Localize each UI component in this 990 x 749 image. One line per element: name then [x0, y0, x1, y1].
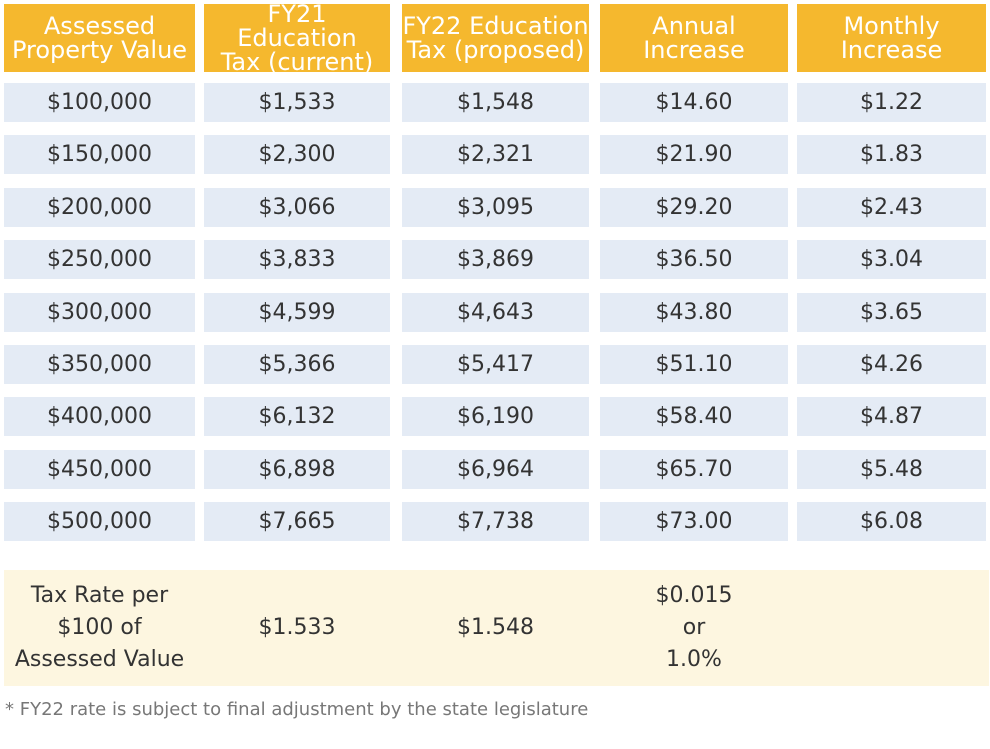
- monthly-increase-cell: $5.48: [797, 450, 986, 489]
- header-line: Increase: [840, 36, 943, 64]
- annual-increase-cell: $21.90: [600, 135, 788, 174]
- fy21-tax-cell: $4,599: [204, 293, 390, 332]
- table-row: $400,000 $6,132 $6,190 $58.40 $4.87: [4, 397, 989, 436]
- tax-rate-label-line: Tax Rate per: [30, 583, 169, 608]
- footnote: * FY22 rate is subject to final adjustme…: [5, 699, 589, 720]
- assessed-value-cell: $400,000: [4, 397, 195, 436]
- fy21-tax-cell: $6,898: [204, 450, 390, 489]
- header-line: FY22 Education: [402, 12, 589, 40]
- header-line: Annual: [652, 12, 736, 40]
- fy21-tax-cell: $1,533: [204, 83, 390, 122]
- fy22-tax-cell: $3,095: [402, 188, 589, 227]
- fy22-tax-cell: $6,964: [402, 450, 589, 489]
- assessed-value-cell: $200,000: [4, 188, 195, 227]
- fy21-tax-cell: $6,132: [204, 397, 390, 436]
- table-row: $350,000 $5,366 $5,417 $51.10 $4.26: [4, 345, 989, 384]
- assessed-value-cell: $300,000: [4, 293, 195, 332]
- annual-increase-cell: $51.10: [600, 345, 788, 384]
- monthly-increase-cell: $1.22: [797, 83, 986, 122]
- tax-rate-increase-line: or: [682, 615, 706, 640]
- header-line: FY21 Education: [237, 0, 357, 52]
- monthly-increase-cell: $4.87: [797, 397, 986, 436]
- monthly-increase-cell: $3.04: [797, 240, 986, 279]
- table-row: $100,000 $1,533 $1,548 $14.60 $1.22: [4, 83, 989, 122]
- tax-rate-increase-line: $0.015: [655, 583, 733, 608]
- table-row: $250,000 $3,833 $3,869 $36.50 $3.04: [4, 240, 989, 279]
- monthly-increase-cell: $4.26: [797, 345, 986, 384]
- monthly-increase-cell: $3.65: [797, 293, 986, 332]
- annual-increase-cell: $73.00: [600, 502, 788, 541]
- tax-rate-current: $1.533: [258, 615, 336, 640]
- header-line: Property Value: [11, 36, 188, 64]
- fy22-tax-cell: $1,548: [402, 83, 589, 122]
- table-row: $300,000 $4,599 $4,643 $43.80 $3.65: [4, 293, 989, 332]
- header-annual-increase: Annual Increase: [600, 4, 788, 72]
- assessed-value-cell: $250,000: [4, 240, 195, 279]
- header-assessed-value: Assessed Property Value: [4, 4, 195, 72]
- header-fy21-tax: FY21 Education Tax (current): [204, 0, 390, 76]
- annual-increase-cell: $36.50: [600, 240, 788, 279]
- table-row: $500,000 $7,665 $7,738 $73.00 $6.08: [4, 502, 989, 541]
- assessed-value-cell: $150,000: [4, 135, 195, 174]
- annual-increase-cell: $65.70: [600, 450, 788, 489]
- monthly-increase-cell: $6.08: [797, 502, 986, 541]
- annual-increase-cell: $29.20: [600, 188, 788, 227]
- fy21-tax-cell: $7,665: [204, 502, 390, 541]
- assessed-value-cell: $350,000: [4, 345, 195, 384]
- header-line: Increase: [643, 36, 745, 64]
- fy21-tax-cell: $2,300: [204, 135, 390, 174]
- header-line: Tax (current): [220, 48, 374, 76]
- tax-rate-monthly: [797, 570, 986, 686]
- fy22-tax-cell: $4,643: [402, 293, 589, 332]
- assessed-value-cell: $100,000: [4, 83, 195, 122]
- table-header-row: Assessed Property Value FY21 Education T…: [4, 0, 989, 76]
- annual-increase-cell: $43.80: [600, 293, 788, 332]
- tax-rate-label: Tax Rate per $100 of Assessed Value: [4, 570, 195, 686]
- assessed-value-cell: $500,000: [4, 502, 195, 541]
- tax-rate-increase-line: 1.0%: [666, 647, 722, 672]
- header-line: Assessed: [43, 12, 156, 40]
- fy22-tax-cell: $7,738: [402, 502, 589, 541]
- table-row: $150,000 $2,300 $2,321 $21.90 $1.83: [4, 135, 989, 174]
- assessed-value-cell: $450,000: [4, 450, 195, 489]
- monthly-increase-cell: $1.83: [797, 135, 986, 174]
- tax-rate-label-line: Assessed Value: [14, 647, 185, 672]
- fy21-tax-cell: $3,066: [204, 188, 390, 227]
- header-line: Tax (proposed): [406, 36, 585, 64]
- fy22-tax-cell: $6,190: [402, 397, 589, 436]
- fy21-tax-cell: $5,366: [204, 345, 390, 384]
- header-monthly-increase: Monthly Increase: [797, 4, 986, 72]
- header-line: Monthly: [843, 12, 940, 40]
- fy21-tax-cell: $3,833: [204, 240, 390, 279]
- annual-increase-cell: $14.60: [600, 83, 788, 122]
- tax-rate-label-line: $100 of: [57, 615, 142, 640]
- annual-increase-cell: $58.40: [600, 397, 788, 436]
- fy22-tax-cell: $2,321: [402, 135, 589, 174]
- header-fy22-tax: FY22 Education Tax (proposed): [402, 4, 589, 72]
- monthly-increase-cell: $2.43: [797, 188, 986, 227]
- fy22-tax-cell: $3,869: [402, 240, 589, 279]
- tax-rate-increase: $0.015 or 1.0%: [600, 570, 788, 686]
- tax-rate-row: Tax Rate per $100 of Assessed Value $1.5…: [4, 570, 989, 686]
- fy22-tax-cell: $5,417: [402, 345, 589, 384]
- table-row: $200,000 $3,066 $3,095 $29.20 $2.43: [4, 188, 989, 227]
- tax-rate-proposed: $1.548: [457, 615, 534, 640]
- table-row: $450,000 $6,898 $6,964 $65.70 $5.48: [4, 450, 989, 489]
